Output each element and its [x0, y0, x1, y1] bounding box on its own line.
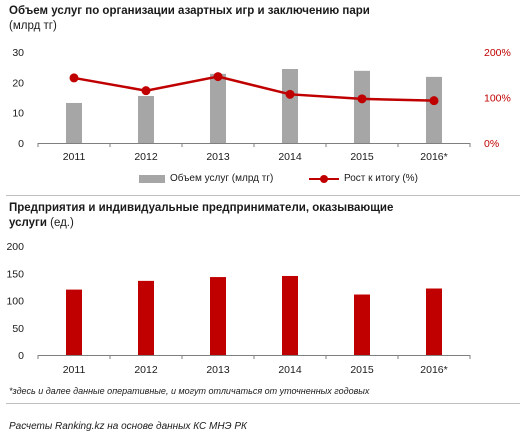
x-tick-label: 2012	[134, 364, 158, 376]
y-right-tick-label: 200%	[484, 47, 511, 59]
y-left-tick-label: 0	[18, 138, 24, 150]
footnote: *здесь и далее данные оперативные, и мог…	[9, 386, 370, 396]
growth-point	[213, 72, 223, 82]
volume-bar	[354, 70, 370, 143]
count-bar	[210, 277, 226, 355]
divider-2	[6, 403, 520, 404]
y-right-tick-label: 100%	[484, 93, 511, 105]
volume-bar	[426, 76, 442, 143]
volume-bar	[138, 95, 154, 143]
legend-item-volume: Объем услуг (млрд тг)	[139, 173, 273, 184]
growth-point	[285, 89, 295, 99]
divider-1	[6, 195, 520, 196]
chart2-title-line2-rest: (ед.)	[46, 217, 74, 229]
source-note: Расчеты Ranking.kz на основе данных КС М…	[9, 421, 247, 432]
chart1-svg: 0 10 20 30 0% 100% 200% 2011 2012 2013 2014 2015 201…	[12, 47, 511, 163]
x-tick-label: 2011	[63, 151, 86, 163]
growth-point	[69, 73, 79, 83]
y-left-tick-label: 20	[12, 77, 24, 89]
y-left-tick-label: 30	[12, 47, 24, 59]
chart2-svg: 0 50 100 150 200 2011 2012 2013 2014 2015 2016*	[6, 241, 471, 376]
count-bar	[138, 280, 154, 355]
x-tick-label: 2016*	[420, 364, 447, 376]
x-tick-label: 2016*	[420, 151, 447, 163]
legend-bar-label: Объем услуг (млрд тг)	[170, 173, 274, 184]
growth-point	[141, 86, 151, 96]
count-bar	[354, 294, 370, 355]
x-tick-label: 2014	[278, 151, 302, 163]
x-tick-label: 2013	[206, 364, 230, 376]
x-tick-label: 2014	[278, 364, 302, 376]
chart1-title: Объем услуг по организации азартных игр …	[9, 4, 509, 34]
y-tick-label: 150	[6, 268, 24, 280]
x-tick-label: 2013	[206, 151, 230, 163]
x-tick-label: 2015	[350, 364, 374, 376]
legend-line-label: Рост к итогу (%)	[344, 173, 418, 184]
chart2-title: Предприятия и индивидуальные предпринима…	[9, 201, 509, 231]
count-bar	[66, 289, 82, 355]
x-tick-label: 2015	[350, 151, 374, 163]
y-tick-label: 0	[18, 350, 24, 362]
legend-line-swatch	[309, 174, 339, 184]
growth-point	[429, 96, 439, 106]
chart1-title-text: Объем услуг по организации азартных игр …	[9, 5, 370, 17]
y-tick-label: 50	[12, 323, 24, 335]
x-tick-label: 2012	[134, 151, 158, 163]
chart1-subtitle: (млрд тг)	[9, 20, 57, 32]
y-left-tick-label: 10	[12, 108, 24, 120]
chart2-title-line1: Предприятия и индивидуальные предпринима…	[9, 202, 394, 214]
count-bar	[282, 275, 298, 355]
x-tick-label: 2011	[63, 364, 86, 376]
y-tick-label: 100	[6, 296, 24, 308]
chart2-title-line2-bold: услуги	[9, 217, 47, 229]
count-bar	[426, 288, 442, 355]
legend-item-growth: Рост к итогу (%)	[309, 173, 418, 184]
y-right-tick-label: 0%	[484, 138, 499, 150]
volume-bar	[210, 73, 226, 143]
volume-bar	[282, 68, 298, 143]
growth-line	[73, 75, 435, 102]
y-tick-label: 200	[6, 241, 24, 253]
growth-point	[357, 94, 367, 104]
volume-bar	[66, 102, 82, 143]
legend-bar-swatch	[139, 174, 165, 183]
